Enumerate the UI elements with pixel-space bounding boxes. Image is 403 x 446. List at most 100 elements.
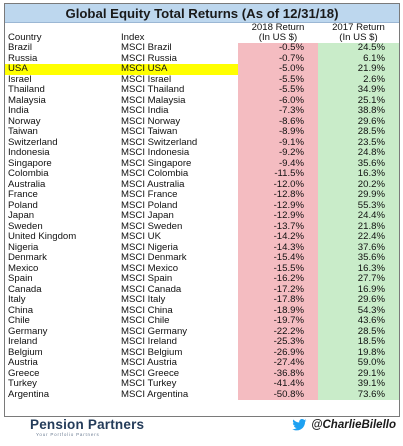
return-2018-cell: -5.5% xyxy=(238,85,318,96)
table-row: Belgium MSCI Belgium -26.9% 19.8% xyxy=(5,347,399,358)
footer: Pension Partners Your Portfolio Partners… xyxy=(4,417,398,441)
table-title: Global Equity Total Returns (As of 12/31… xyxy=(5,4,399,23)
return-2017-cell: 6.1% xyxy=(318,53,399,64)
return-2017-cell: 27.7% xyxy=(318,274,399,285)
country-cell: Russia xyxy=(8,53,38,64)
return-2017-cell: 59.0% xyxy=(318,358,399,369)
table-row: Brazil MSCI Brazil -0.5% 24.5% xyxy=(5,43,399,54)
country-cell: Brazil xyxy=(8,43,32,53)
return-2018-cell: -6.0% xyxy=(238,95,318,106)
country-cell: Chile xyxy=(8,316,30,326)
country-cell: Colombia xyxy=(8,169,49,179)
header-country: Country xyxy=(8,33,42,43)
return-2017-cell: 54.3% xyxy=(318,305,399,316)
index-cell: MSCI Brazil xyxy=(121,43,172,53)
return-2018-cell: -14.2% xyxy=(238,232,318,243)
index-cell: MSCI Ireland xyxy=(121,337,177,347)
return-2018-cell: -12.0% xyxy=(238,179,318,190)
brand-name: Pension Partners xyxy=(30,417,145,432)
index-cell: MSCI Taiwan xyxy=(121,127,178,137)
country-cell: Singapore xyxy=(8,158,52,169)
return-2017-cell: 37.6% xyxy=(318,242,399,253)
table-row: Russia MSCI Russia -0.7% 6.1% xyxy=(5,53,399,64)
twitter-bird-icon xyxy=(292,419,307,431)
country-cell: Germany xyxy=(8,326,48,337)
country-cell: Belgium xyxy=(8,347,43,358)
brand-logo: Pension Partners Your Portfolio Partners xyxy=(30,417,144,437)
table-row: United Kingdom MSCI UK -14.2% 22.4% xyxy=(5,232,399,243)
return-2018-cell: -0.5% xyxy=(238,43,318,54)
table-row: Canada MSCI Canada -17.2% 16.9% xyxy=(5,284,399,295)
table-row: Taiwan MSCI Taiwan -8.9% 28.5% xyxy=(5,127,399,138)
index-cell: MSCI China xyxy=(121,305,173,316)
table-row: Denmark MSCI Denmark -15.4% 35.6% xyxy=(5,253,399,264)
header-2017-currency: (In US $) xyxy=(318,33,399,43)
header-2018-currency: (In US $) xyxy=(238,33,318,43)
table-row: Israel MSCI Israel -5.5% 2.6% xyxy=(5,74,399,85)
return-2018-cell: -7.3% xyxy=(238,106,318,117)
table-row: Switzerland MSCI Switzerland -9.1% 23.5% xyxy=(5,137,399,148)
country-cell: United Kingdom xyxy=(8,232,77,242)
index-cell: MSCI Russia xyxy=(121,53,177,64)
return-2018-cell: -14.3% xyxy=(238,242,318,253)
country-cell: Indonesia xyxy=(8,148,50,158)
return-2017-cell: 16.3% xyxy=(318,263,399,274)
country-cell: Israel xyxy=(8,74,32,85)
country-cell: Argentina xyxy=(8,389,50,400)
table-row: Chile MSCI Chile -19.7% 43.6% xyxy=(5,316,399,327)
return-2017-cell: 20.2% xyxy=(318,179,399,190)
country-cell: Thailand xyxy=(8,85,45,95)
country-cell: Turkey xyxy=(8,379,37,389)
return-2017-cell: 29.9% xyxy=(318,190,399,201)
return-2017-cell: 24.8% xyxy=(318,148,399,159)
country-cell: USA xyxy=(5,64,114,75)
table-row: Sweden MSCI Sweden -13.7% 21.8% xyxy=(5,221,399,232)
return-2017-cell: 23.5% xyxy=(318,137,399,148)
index-cell: MSCI Canada xyxy=(121,284,182,295)
return-2018-cell: -36.8% xyxy=(238,368,318,379)
index-cell: MSCI Argentina xyxy=(121,389,189,400)
returns-table-panel: Global Equity Total Returns (As of 12/31… xyxy=(4,3,400,417)
index-cell: MSCI Switzerland xyxy=(121,137,198,148)
return-2018-cell: -9.1% xyxy=(238,137,318,148)
header-2018-return: 2018 Return xyxy=(238,23,318,33)
return-2017-cell: 28.5% xyxy=(318,127,399,138)
return-2017-cell: 24.4% xyxy=(318,211,399,222)
index-cell: MSCI Austria xyxy=(121,358,177,368)
table-row: Argentina MSCI Argentina -50.8% 73.6% xyxy=(5,389,399,400)
return-2017-cell: 34.9% xyxy=(318,85,399,96)
return-2018-cell: -13.7% xyxy=(238,221,318,232)
return-2018-cell: -41.4% xyxy=(238,379,318,390)
return-2018-cell: -16.2% xyxy=(238,274,318,285)
index-cell: MSCI Thailand xyxy=(121,85,185,95)
country-cell: Nigeria xyxy=(8,242,39,253)
return-2017-cell: 28.5% xyxy=(318,326,399,337)
table-row: Japan MSCI Japan -12.9% 24.4% xyxy=(5,211,399,222)
table-row: Indonesia MSCI Indonesia -9.2% 24.8% xyxy=(5,148,399,159)
table-row: Poland MSCI Poland -12.9% 55.3% xyxy=(5,200,399,211)
index-cell: MSCI Mexico xyxy=(121,263,179,274)
header-row-1: 2018 Return 2017 Return xyxy=(5,23,399,33)
return-2018-cell: -0.7% xyxy=(238,53,318,64)
index-cell: MSCI Israel xyxy=(121,74,172,85)
return-2017-cell: 35.6% xyxy=(318,158,399,169)
return-2018-cell: -12.8% xyxy=(238,190,318,201)
country-cell: China xyxy=(8,305,34,316)
table-row: Singapore MSCI Singapore -9.4% 35.6% xyxy=(5,158,399,169)
return-2018-cell: -50.8% xyxy=(238,389,318,400)
return-2017-cell: 16.3% xyxy=(318,169,399,180)
return-2018-cell: -12.9% xyxy=(238,200,318,211)
return-2017-cell: 43.6% xyxy=(318,316,399,327)
table-row: USA MSCI USA -5.0% 21.9% xyxy=(5,64,399,75)
table-row: Germany MSCI Germany -22.2% 28.5% xyxy=(5,326,399,337)
return-2018-cell: -27.4% xyxy=(238,358,318,369)
table-row: Colombia MSCI Colombia -11.5% 16.3% xyxy=(5,169,399,180)
index-cell: MSCI Norway xyxy=(121,116,181,127)
table-row: Thailand MSCI Thailand -5.5% 34.9% xyxy=(5,85,399,96)
index-cell: MSCI Denmark xyxy=(121,253,187,263)
return-2017-cell: 16.9% xyxy=(318,284,399,295)
return-2018-cell: -17.2% xyxy=(238,284,318,295)
return-2018-cell: -9.4% xyxy=(238,158,318,169)
country-cell: Norway xyxy=(8,116,41,127)
return-2018-cell: -9.2% xyxy=(238,148,318,159)
